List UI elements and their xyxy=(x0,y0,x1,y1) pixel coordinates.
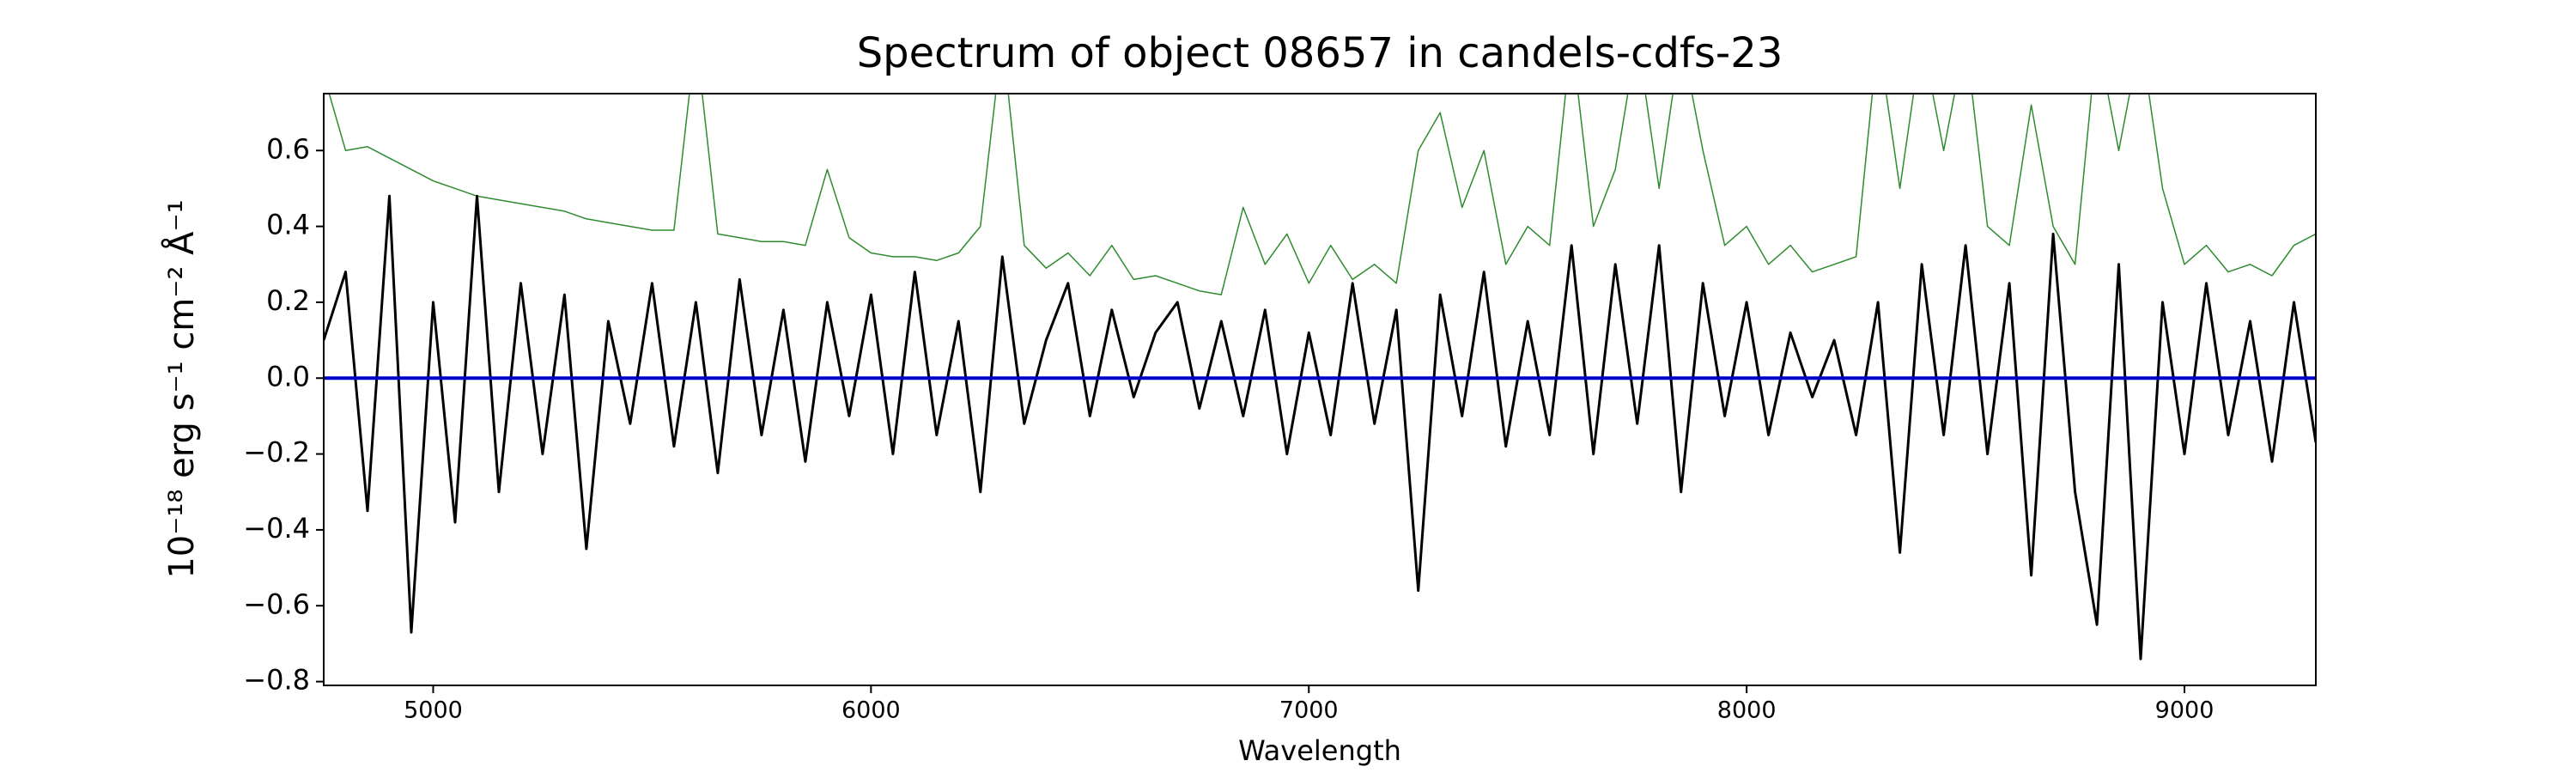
spectrum-line xyxy=(328,94,2316,295)
y-tick-label: 0.6 xyxy=(266,132,310,165)
y-tick-label: −0.8 xyxy=(243,664,310,697)
plot-area xyxy=(324,94,2316,660)
x-tick-label: 6000 xyxy=(841,697,901,724)
y-tick-label: −0.4 xyxy=(243,512,310,545)
y-tick-label: 0.4 xyxy=(266,209,310,241)
x-tick-label: 9000 xyxy=(2155,697,2215,724)
x-axis-label: Wavelength xyxy=(1238,734,1401,767)
y-tick-label: −0.6 xyxy=(243,587,310,620)
y-tick-label: 0.0 xyxy=(266,360,310,393)
plot-frame xyxy=(323,93,2317,686)
x-tick-label: 7000 xyxy=(1279,697,1339,724)
y-tick-label: 0.2 xyxy=(266,284,310,317)
chart-title: Spectrum of object 08657 in candels-cdfs… xyxy=(857,29,1783,77)
y-tick-label: −0.2 xyxy=(243,436,310,469)
x-tick-label: 5000 xyxy=(404,697,463,724)
spectrum-line xyxy=(324,194,2316,660)
y-axis-label: 10⁻¹⁸ erg s⁻¹ cm⁻² Å⁻¹ xyxy=(161,199,202,578)
x-tick-label: 8000 xyxy=(1717,697,1777,724)
